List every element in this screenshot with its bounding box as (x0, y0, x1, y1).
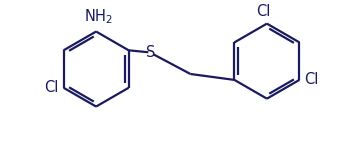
Text: Cl: Cl (256, 4, 270, 19)
Text: Cl: Cl (304, 72, 319, 87)
Text: NH$_2$: NH$_2$ (84, 7, 112, 26)
Text: S: S (146, 45, 155, 60)
Text: Cl: Cl (44, 80, 59, 95)
